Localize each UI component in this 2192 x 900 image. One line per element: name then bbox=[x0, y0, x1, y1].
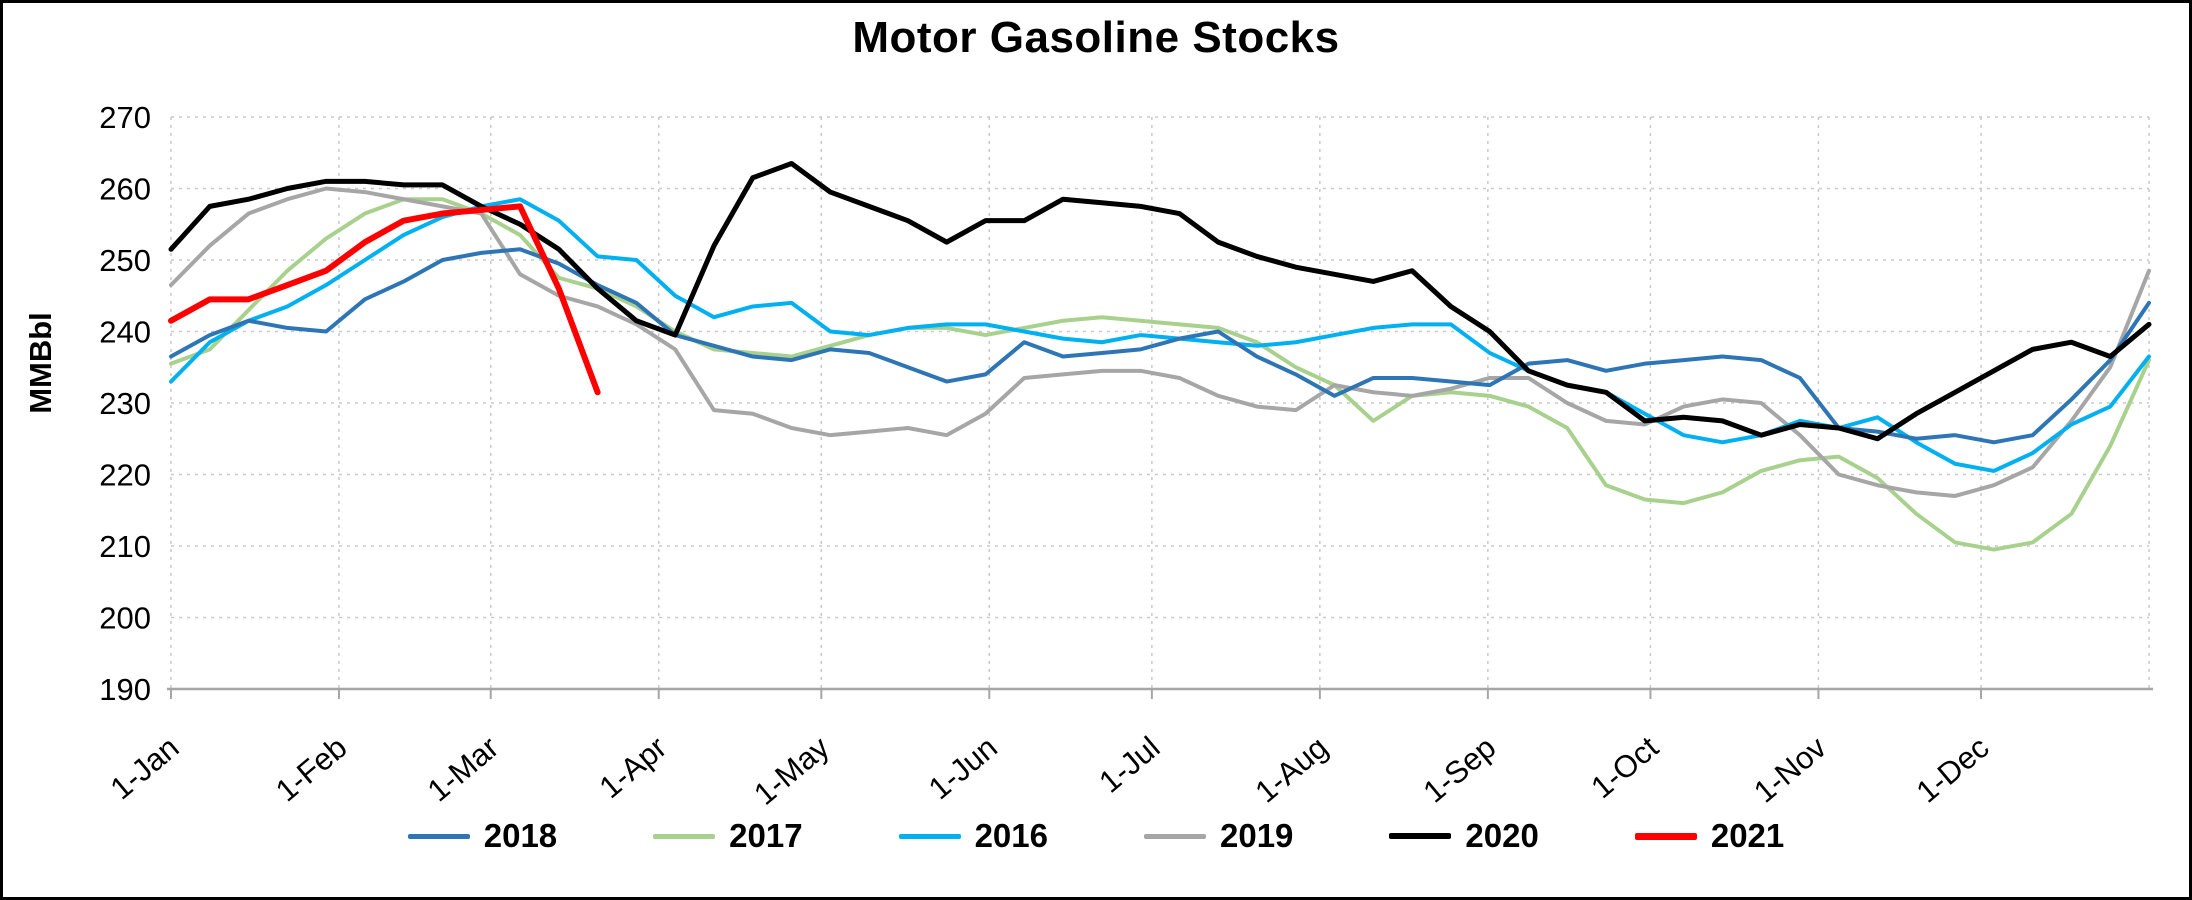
y-tick-label: 200 bbox=[99, 601, 151, 636]
x-tick-label: 1-Jul bbox=[1092, 730, 1166, 800]
x-tick-label: 1-Nov bbox=[1747, 729, 1833, 809]
legend-item-2021: 2021 bbox=[1634, 817, 1785, 855]
series-line-2021 bbox=[168, 203, 601, 396]
axes bbox=[167, 687, 2153, 699]
legend-label-2016: 2016 bbox=[974, 817, 1048, 854]
x-tick-label: 1-Mar bbox=[421, 730, 506, 809]
series-line-2017 bbox=[169, 197, 2151, 552]
legend-item-2017: 2017 bbox=[653, 817, 803, 855]
legend-swatch-2021 bbox=[1634, 832, 1697, 840]
legend-label-2018: 2018 bbox=[483, 817, 558, 854]
legend-label-2020: 2020 bbox=[1465, 817, 1539, 854]
y-axis-title: MMBbl bbox=[23, 312, 58, 414]
legend-item-2020: 2020 bbox=[1389, 817, 1539, 855]
x-tick-label: 1-Feb bbox=[269, 730, 354, 809]
series-line-2020 bbox=[168, 160, 2152, 442]
legend-swatch-2020 bbox=[1389, 833, 1452, 839]
x-tick-label: 1-May bbox=[747, 729, 836, 811]
y-tick-label: 190 bbox=[99, 672, 151, 707]
y-tick-label: 240 bbox=[99, 315, 151, 350]
legend-item-2019: 2019 bbox=[1144, 817, 1293, 855]
y-tick-label: 250 bbox=[99, 243, 151, 278]
x-tick-label: 1-Jan bbox=[104, 730, 186, 807]
chart-title: Motor Gasoline Stocks bbox=[852, 13, 1340, 62]
legend-swatch-2017 bbox=[653, 833, 716, 839]
x-tick-label: 1-Aug bbox=[1248, 730, 1334, 810]
series-line-2018 bbox=[169, 247, 2151, 445]
chart-canvas: 190 200 210 220 230 240 250 260 270 1-Jan 1-Feb 1-M… bbox=[23, 100, 2153, 812]
y-tick-label: 230 bbox=[99, 386, 151, 421]
legend-label-2021: 2021 bbox=[1710, 817, 1785, 854]
legend-swatch-2016 bbox=[898, 833, 961, 839]
series-line-2019 bbox=[169, 186, 2151, 498]
y-tick-label: 270 bbox=[99, 100, 151, 135]
legend-item-2018: 2018 bbox=[407, 817, 558, 855]
y-tick-label: 220 bbox=[99, 458, 151, 493]
x-tick-label: 1-Dec bbox=[1910, 730, 1996, 810]
x-tick-label: 1-Jun bbox=[922, 730, 1004, 807]
axis-labels: 190 200 210 220 230 240 250 260 270 1-Jan 1-Feb 1-M… bbox=[23, 100, 1996, 812]
legend-item-2016: 2016 bbox=[898, 817, 1048, 855]
legend-label-2017: 2017 bbox=[729, 817, 803, 854]
chart: Motor Gasoline Stocks 190 200 210 220 230 240… bbox=[3, 3, 2189, 897]
x-tick-label: 1-Apr bbox=[593, 730, 674, 806]
y-tick-label: 210 bbox=[99, 529, 151, 564]
x-tick-label: 1-Oct bbox=[1584, 729, 1665, 805]
legend-swatch-2019 bbox=[1144, 833, 1206, 839]
y-tick-label: 260 bbox=[99, 172, 151, 207]
legend-label-2019: 2019 bbox=[1220, 817, 1294, 854]
series-lines bbox=[168, 160, 2152, 552]
gridlines bbox=[170, 116, 2150, 689]
legend-swatch-2018 bbox=[407, 833, 470, 839]
legend: 2018 2017 2016 2019 2020 2021 bbox=[3, 817, 2189, 855]
x-tick-label: 1-Sep bbox=[1416, 730, 1502, 810]
